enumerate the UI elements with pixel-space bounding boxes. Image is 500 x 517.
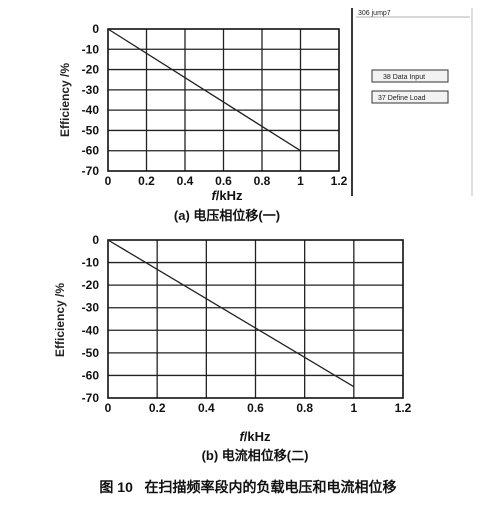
chart-b-grid <box>108 240 403 398</box>
chart-a-x-tick-label: 1 <box>297 174 304 188</box>
chart-b-x-axis-symbol: f <box>239 429 245 444</box>
chart-b-y-ticks: 0 -10 -20 -30 -40 -50 -60 -70 <box>82 233 100 405</box>
chart-a-x-tick-label: 1.2 <box>331 174 348 188</box>
chart-a-y-tick-label: -60 <box>82 144 100 158</box>
chart-a-x-tick-label: 0 <box>105 174 112 188</box>
define-load-button[interactable] <box>371 90 449 104</box>
chart-b-x-tick-label: 0 <box>105 401 112 415</box>
chart-a-y-tick-label: -30 <box>82 83 100 97</box>
chart-a-y-ticks: 0 -10 -20 -30 -40 -50 -60 -70 <box>82 22 100 178</box>
chart-a-plot-frame <box>107 28 340 172</box>
chart-a-x-tick-label: 0.8 <box>254 174 271 188</box>
chart-b-x-tick-label: 0.8 <box>296 401 313 415</box>
chart-b-x-axis-unit: /kHz <box>244 429 271 444</box>
chart-b-y-tick-label: -20 <box>82 278 100 292</box>
chart-a-caption: (a) 电压相位移(一) <box>174 208 280 223</box>
chart-b-y-axis-label: Efficiency /% <box>53 283 67 357</box>
chart-b-x-tick-label: 0.2 <box>149 401 166 415</box>
chart-b-x-axis-label: f/kHz <box>239 429 271 444</box>
define-load-button-label: 37 Define Load <box>378 95 426 102</box>
chart-b-x-ticks: 0 0.2 0.4 0.6 0.8 1 1.2 <box>105 401 412 415</box>
chart-a-y-tick-label: -40 <box>82 103 100 117</box>
chart-a-series <box>107 28 301 152</box>
chart-a-y-tick-label: -20 <box>82 63 100 77</box>
chart-a-x-axis-label: f/kHz <box>211 188 243 203</box>
chart-a-y-tick-label: -10 <box>82 42 100 56</box>
chart-b-y-tick-label: -60 <box>82 368 100 382</box>
chart-a: 0 -10 -20 -30 -40 -50 -60 -70 0 0.2 0.4 0.6 0.8 1 1.2… <box>58 22 348 223</box>
chart-a-x-axis-unit: /kHz <box>216 188 243 203</box>
chart-a-grid <box>108 29 339 171</box>
chart-b-y-tick-label: 0 <box>92 233 99 247</box>
data-input-button[interactable] <box>371 69 449 83</box>
chart-a-y-axis-label: Efficiency /% <box>58 63 72 137</box>
chart-a-x-tick-label: 0.2 <box>138 174 155 188</box>
chart-b-y-tick-label: -50 <box>82 346 100 360</box>
chart-a-series-line <box>107 28 301 152</box>
chart-b-x-tick-label: 1 <box>350 401 357 415</box>
data-input-button-label: 38 Data Input <box>383 74 425 81</box>
chart-b-series-line <box>107 239 355 388</box>
chart-a-y-tick-label: -70 <box>82 164 100 178</box>
chart-b-x-tick-label: 0.6 <box>247 401 264 415</box>
chart-a-x-axis-symbol: f <box>211 188 217 203</box>
chart-a-x-ticks: 0 0.2 0.4 0.6 0.8 1 1.2 <box>105 174 348 188</box>
chart-b-series <box>107 239 355 388</box>
chart-b-y-tick-label: -10 <box>82 256 100 270</box>
chart-b-y-tick-label: -30 <box>82 301 100 315</box>
figure-caption: 图 10 在扫描频率段内的负载电压和电流相位移 <box>99 479 396 495</box>
chart-b-y-tick-label: -70 <box>82 391 100 405</box>
chart-b-y-tick-label: -40 <box>82 323 100 337</box>
panel-top-text: 306 jump7 <box>358 10 391 17</box>
chart-a-y-tick-label: -50 <box>82 123 100 137</box>
chart-b-plot-frame <box>107 239 404 399</box>
chart-b: 0 -10 -20 -30 -40 -50 -60 -70 0 0.2 0.4 0.6 0.8 1 1.2… <box>53 233 412 463</box>
software-panel: 306 jump7 38 Data Input 37 Define Load <box>351 8 473 196</box>
chart-a-x-tick-label: 0.4 <box>177 174 194 188</box>
chart-a-y-tick-label: 0 <box>92 22 99 36</box>
chart-a-x-tick-label: 0.6 <box>215 174 232 188</box>
chart-b-x-tick-label: 0.4 <box>198 401 215 415</box>
chart-b-caption: (b) 电流相位移(二) <box>202 448 309 463</box>
chart-b-x-tick-label: 1.2 <box>395 401 412 415</box>
